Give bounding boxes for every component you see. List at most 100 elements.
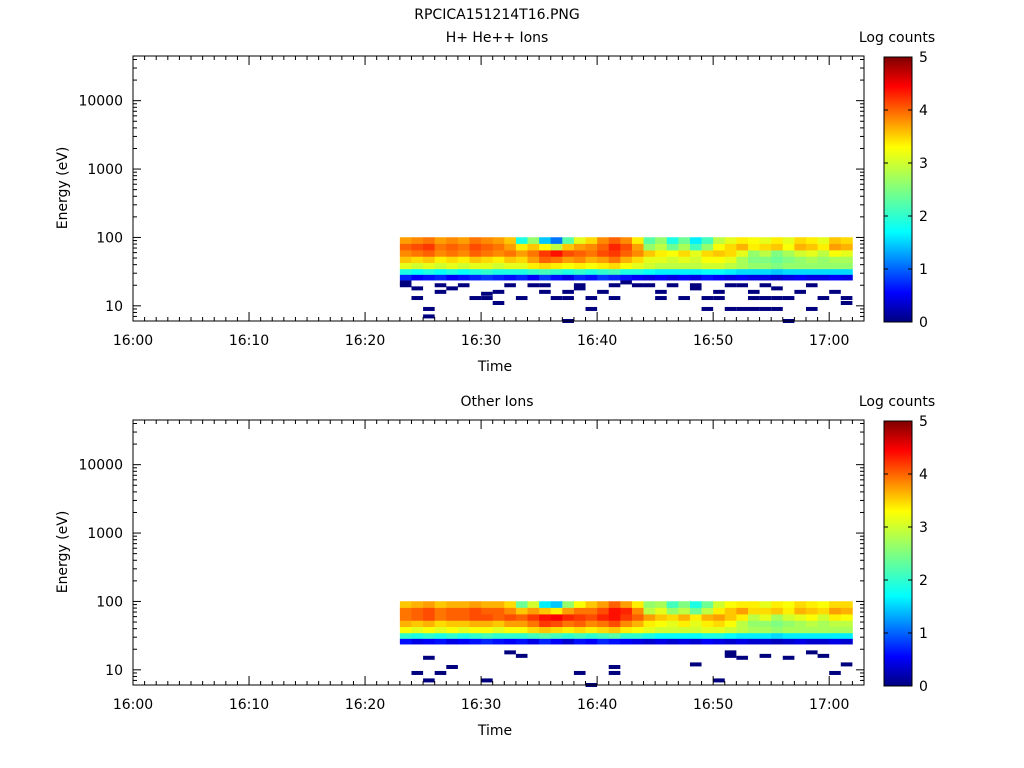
spectrogram-cell bbox=[597, 638, 610, 645]
spectrogram-cell bbox=[492, 607, 505, 615]
spectrogram-cell bbox=[515, 614, 528, 622]
spectrogram-cell bbox=[701, 627, 714, 634]
spectrogram-cell bbox=[805, 638, 818, 645]
low-count-mark bbox=[539, 289, 551, 294]
spectrogram-cell bbox=[515, 243, 528, 251]
spectrogram-cell bbox=[608, 614, 621, 622]
spectrogram-cell bbox=[434, 607, 447, 615]
spectrogram-cell bbox=[550, 269, 563, 276]
spectrogram-cell bbox=[759, 263, 772, 270]
spectrogram-cell bbox=[399, 638, 412, 645]
spectrogram-cell bbox=[573, 263, 586, 270]
y-tick-label: 100 bbox=[96, 594, 123, 610]
spectrogram-cell bbox=[620, 250, 633, 258]
spectrogram-cell bbox=[643, 274, 656, 281]
spectrogram-cell bbox=[562, 638, 575, 645]
spectrogram-cell bbox=[434, 269, 447, 276]
spectrogram-cell bbox=[434, 620, 447, 628]
spectrogram-cell bbox=[504, 614, 517, 622]
spectrogram-cell bbox=[701, 620, 714, 628]
spectrogram-cell bbox=[492, 250, 505, 258]
spectrogram-cell bbox=[608, 601, 621, 609]
spectrogram-cell bbox=[678, 614, 691, 622]
spectrogram-cell bbox=[573, 601, 586, 609]
low-count-mark bbox=[747, 306, 760, 311]
low-count-mark bbox=[713, 678, 725, 683]
spectrogram-cell bbox=[481, 263, 494, 270]
low-count-mark bbox=[643, 283, 656, 288]
spectrogram-cell bbox=[817, 614, 830, 622]
spectrogram-cell bbox=[504, 250, 517, 258]
spectrogram-cell bbox=[759, 269, 772, 276]
spectrogram-cell bbox=[736, 627, 749, 634]
spectrogram-cell bbox=[434, 256, 447, 264]
spectrogram-cell bbox=[759, 237, 772, 245]
low-count-mark bbox=[585, 306, 598, 311]
low-count-mark bbox=[399, 283, 412, 288]
spectrogram-cell bbox=[678, 627, 691, 634]
spectrogram-cell bbox=[840, 633, 853, 640]
spectrogram-cell bbox=[643, 250, 656, 258]
low-count-mark bbox=[840, 662, 853, 667]
spectrogram-cell bbox=[527, 638, 540, 645]
spectrogram-cell bbox=[620, 263, 633, 270]
low-count-mark bbox=[608, 670, 621, 675]
spectrogram-cell bbox=[689, 620, 702, 628]
low-count-mark bbox=[689, 662, 702, 667]
spectrogram-cell bbox=[446, 614, 459, 622]
spectrogram-cell bbox=[527, 633, 540, 640]
spectrogram-cell bbox=[631, 256, 644, 264]
spectrogram-cell bbox=[643, 237, 656, 245]
spectrogram-cell bbox=[713, 256, 726, 264]
low-count-mark bbox=[782, 655, 795, 660]
low-count-mark bbox=[562, 296, 574, 301]
spectrogram-cell bbox=[550, 614, 563, 622]
spectrogram-cell bbox=[492, 263, 505, 270]
spectrogram-cell bbox=[411, 620, 424, 628]
low-count-mark bbox=[666, 283, 679, 288]
spectrogram-cell bbox=[655, 269, 668, 276]
low-count-mark bbox=[724, 653, 737, 658]
spectrogram-cell bbox=[597, 607, 610, 615]
spectrogram-cell bbox=[573, 274, 586, 281]
spectrogram-cell bbox=[539, 620, 552, 628]
low-count-mark bbox=[805, 650, 818, 655]
spectrogram-cell bbox=[620, 601, 633, 609]
spectrogram-cell bbox=[759, 274, 772, 281]
spectrogram-cell bbox=[655, 243, 668, 251]
spectrogram-cell bbox=[771, 250, 784, 258]
spectrogram-cell bbox=[620, 256, 633, 264]
spectrogram-cell bbox=[527, 607, 540, 615]
spectrogram-cell bbox=[585, 237, 598, 245]
spectrogram-cell bbox=[608, 638, 621, 645]
spectrogram-cell bbox=[713, 237, 726, 245]
spectrogram-cell bbox=[724, 638, 737, 645]
spectrogram-cell bbox=[701, 638, 714, 645]
spectrogram-cell bbox=[469, 237, 482, 245]
low-count-mark bbox=[423, 306, 435, 311]
colorbar: Log counts 0 1 2 3 4 5 bbox=[859, 394, 935, 695]
spectrogram-cell bbox=[840, 237, 853, 245]
spectrogram-cell bbox=[805, 250, 818, 258]
spectrogram-cell bbox=[736, 274, 749, 281]
spectrogram-cell bbox=[724, 274, 737, 281]
spectrogram-cell bbox=[446, 256, 459, 264]
spectrogram-cell bbox=[399, 256, 412, 264]
spectrogram-cell bbox=[469, 269, 482, 276]
spectrogram-cell bbox=[724, 256, 737, 264]
low-count-mark bbox=[759, 306, 772, 311]
spectrogram-cell bbox=[840, 263, 853, 270]
spectrogram-cell bbox=[829, 243, 842, 251]
x-tick-label: 16:40 bbox=[577, 697, 617, 713]
spectrogram-cell bbox=[643, 627, 656, 634]
spectrogram-cell bbox=[469, 614, 482, 622]
spectrogram-cell bbox=[817, 256, 830, 264]
spectrogram-cell bbox=[585, 614, 598, 622]
spectrogram-cell bbox=[771, 237, 784, 245]
spectrogram-cell bbox=[481, 607, 494, 615]
spectrogram-cell bbox=[794, 243, 807, 251]
spectrogram-cell bbox=[423, 250, 436, 258]
spectrogram-cell bbox=[423, 620, 436, 628]
colorbar-tick-label: 1 bbox=[919, 626, 928, 642]
spectrogram-cell bbox=[794, 638, 807, 645]
